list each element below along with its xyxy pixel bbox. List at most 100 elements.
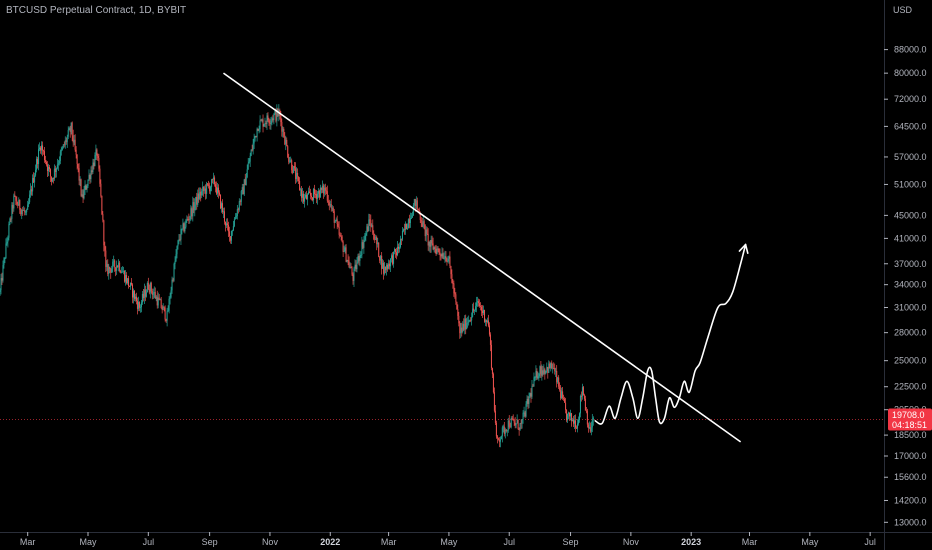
time-tick-label: Mar [381,537,397,547]
candle [239,199,241,206]
candle [120,269,122,274]
projection-path[interactable] [594,243,747,425]
candle [327,194,329,206]
candle [147,277,149,291]
candle [444,250,446,263]
candle [430,235,432,253]
candle [259,115,261,133]
candle [135,292,137,305]
candle [126,272,128,285]
candle [141,291,143,305]
price-tick-label: 31000.0 [894,302,927,312]
candle [568,411,570,420]
candle [480,302,482,311]
candle [85,184,87,191]
candle [4,256,6,264]
candle [209,182,211,194]
candle [548,360,550,373]
candle [308,185,310,194]
candle [410,212,412,220]
price-tick-label: 22500.0 [894,382,927,392]
candle [269,118,271,130]
candle [502,424,504,433]
candle [483,305,485,316]
candle [139,304,141,313]
candle [500,435,502,440]
candle [367,223,369,232]
candle [62,144,64,149]
candle [250,149,252,157]
candle [485,318,487,327]
candle [391,253,393,263]
price-tick-label: 37000.0 [894,259,927,269]
price-tick-label: 88000.0 [894,45,927,55]
candle [219,190,221,197]
candle [39,142,41,152]
price-tick-label: 28000.0 [894,328,927,338]
candle [138,301,140,312]
candle [315,190,317,204]
candle [168,296,170,314]
candle [515,423,517,429]
current-price-badge: 19708.004:18:51 [888,408,932,431]
candle [201,188,203,199]
candle [528,392,530,409]
candle [558,375,560,389]
candle [284,132,286,146]
candle [182,218,184,231]
candle [388,259,390,270]
current-price-countdown: 04:18:51 [892,420,927,430]
candle [435,244,437,257]
candle [110,267,112,279]
candle [516,414,518,424]
candle [349,262,351,270]
candle [37,156,39,169]
candle [544,367,546,380]
candle [590,421,592,436]
candle [580,391,582,402]
candle [167,305,169,312]
candle [242,183,244,195]
candle [266,112,268,130]
candle [541,364,543,381]
candle [0,273,2,295]
candle [462,321,464,334]
candle [517,419,519,430]
candle [363,236,365,254]
candle [166,307,168,327]
candle [342,240,344,258]
candle [520,419,522,430]
candle [589,422,591,433]
candle [317,188,319,198]
candle [159,298,161,301]
candle [203,185,205,197]
candle [386,263,388,276]
current-price-value: 19708.0 [892,410,925,420]
candle [21,208,23,220]
candle [3,257,5,269]
time-tick-label: May [801,537,819,547]
candle [258,125,260,134]
candle [19,199,21,214]
candle [189,215,191,224]
candle [372,219,374,235]
trendline[interactable] [223,72,742,443]
candle [162,303,164,310]
candle [10,216,12,222]
candle [184,221,186,234]
candle [38,144,40,171]
candle [32,174,34,196]
candle [186,215,188,223]
candle [290,156,292,163]
candle [390,258,392,273]
candle [300,187,302,197]
candle [378,242,380,258]
candle [573,415,575,428]
candle [465,314,467,335]
candle [232,220,234,232]
candle [6,237,8,246]
chart-title: BTCUSD Perpetual Contract, 1D, BYBIT [6,5,187,16]
candle [325,187,327,195]
